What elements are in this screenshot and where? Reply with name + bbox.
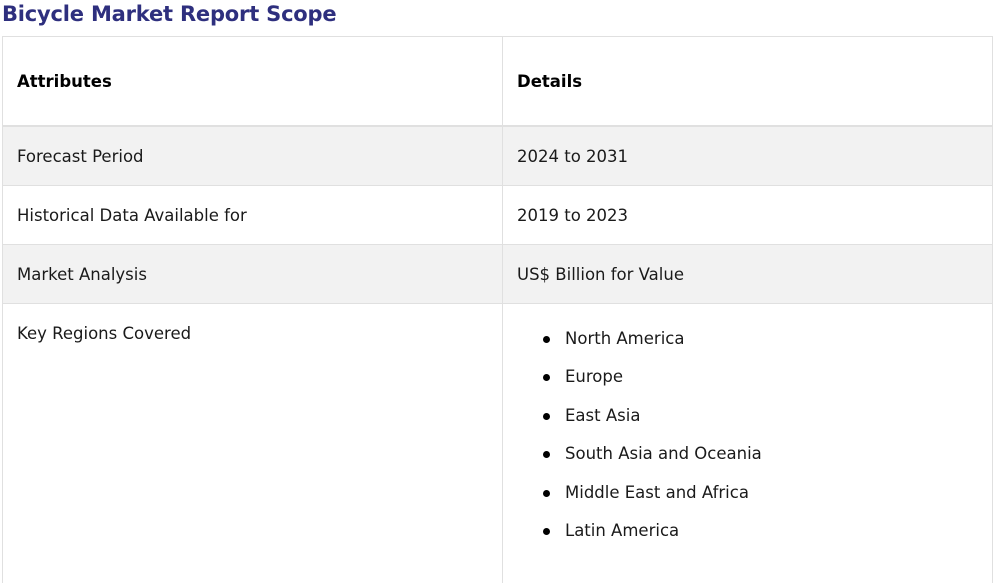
table-row: Forecast Period 2024 to 2031	[2, 125, 993, 186]
table-header-row: Attributes Details	[2, 36, 993, 127]
bullet-icon	[543, 451, 550, 459]
region-label: Europe	[565, 367, 624, 387]
bullet-icon	[543, 527, 550, 535]
page-title: Bicycle Market Report Scope	[2, 2, 337, 26]
list-item: Middle East and Africa	[543, 482, 992, 520]
list-item: South Asia and Oceania	[543, 443, 992, 481]
detail-cell: 2024 to 2031	[502, 125, 993, 186]
list-item: East Asia	[543, 405, 992, 443]
detail-cell: 2019 to 2023	[502, 185, 993, 245]
header-details: Details	[502, 36, 993, 127]
region-label: Middle East and Africa	[565, 482, 749, 502]
table-row: Historical Data Available for 2019 to 20…	[2, 185, 993, 245]
region-label: South Asia and Oceania	[565, 444, 762, 464]
list-item: Latin America	[543, 520, 992, 558]
bullet-icon	[543, 489, 550, 497]
bullet-icon	[543, 336, 550, 343]
bullet-icon	[543, 412, 550, 420]
report-scope-table: Attributes Details Forecast Period 2024 …	[2, 36, 993, 583]
attribute-cell: Key Regions Covered	[2, 303, 503, 583]
list-item: North America	[543, 328, 992, 366]
table-row: Market Analysis US$ Billion for Value	[2, 244, 993, 304]
header-attributes: Attributes	[2, 36, 503, 127]
attribute-cell: Historical Data Available for	[2, 185, 503, 245]
detail-cell: US$ Billion for Value	[502, 244, 993, 304]
attribute-cell: Forecast Period	[2, 125, 503, 186]
region-label: East Asia	[565, 405, 641, 425]
regions-list: North America Europe East Asia South Asi…	[517, 328, 992, 558]
list-item: Europe	[543, 366, 992, 404]
region-label: North America	[565, 329, 685, 348]
attribute-cell: Market Analysis	[2, 244, 503, 304]
detail-cell: North America Europe East Asia South Asi…	[502, 303, 993, 583]
region-label: Latin America	[565, 520, 680, 540]
bullet-icon	[543, 374, 550, 382]
table-row: Key Regions Covered North America Europe…	[2, 303, 993, 583]
